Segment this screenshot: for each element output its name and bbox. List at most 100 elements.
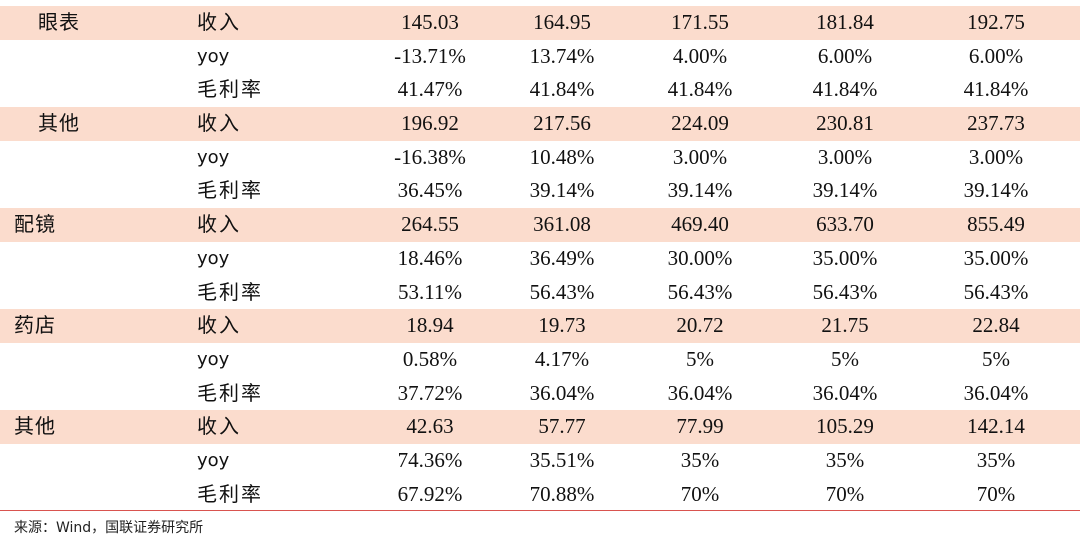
value-cell: 142.14 — [967, 414, 1025, 439]
metric-label: 毛利率 — [197, 77, 263, 102]
value-cell: 70% — [976, 481, 1016, 506]
value-cell: 53.11% — [398, 279, 462, 304]
metric-label: yoy — [197, 247, 230, 269]
value-cell: 224.09 — [671, 111, 729, 136]
value-cell: 6.00% — [968, 43, 1024, 68]
source-note: 来源：Wind，国联证券研究所 — [14, 520, 204, 536]
metric-label: yoy — [197, 449, 230, 471]
value-cell: 633.70 — [816, 212, 874, 237]
value-cell: 67.92% — [397, 481, 463, 506]
metric-label: 毛利率 — [197, 178, 263, 203]
value-cell: 36.49% — [529, 245, 595, 270]
value-cell: 36.04% — [963, 380, 1029, 405]
value-cell: 171.55 — [671, 10, 729, 34]
value-cell: 13.74% — [529, 43, 595, 68]
value-cell: 5% — [686, 346, 714, 371]
value-cell: 35.00% — [963, 245, 1029, 270]
value-cell: 41.84% — [667, 77, 733, 102]
value-cell: 70% — [825, 481, 865, 506]
table-bottom-rule — [0, 510, 1080, 511]
metric-label: yoy — [197, 348, 230, 370]
value-cell: 469.40 — [671, 212, 729, 237]
value-cell: 0.58% — [402, 346, 458, 371]
value-cell: 35.00% — [812, 245, 878, 270]
table-row: 眼表 收入 145.03 164.95 171.55 181.84 192.75 — [0, 6, 1080, 40]
value-cell: 36.04% — [667, 380, 733, 405]
value-cell: 70% — [680, 481, 720, 506]
value-cell: 41.84% — [963, 77, 1029, 102]
metric-label: 收入 — [197, 111, 241, 136]
value-cell: 36.04% — [812, 380, 878, 405]
value-cell: 217.56 — [533, 111, 591, 136]
table-row: yoy -13.71% 13.74% 4.00% 6.00% 6.00% — [0, 40, 1080, 74]
value-cell: 36.04% — [529, 380, 595, 405]
table-row: 配镜 收入 264.55 361.08 469.40 633.70 855.49 — [0, 208, 1080, 242]
value-cell: 18.46% — [397, 245, 463, 270]
value-cell: 18.94 — [406, 313, 454, 338]
value-cell: 21.75 — [821, 313, 869, 338]
value-cell: 10.48% — [529, 144, 595, 169]
table-row: 毛利率 36.45% 39.14% 39.14% 39.14% 39.14% — [0, 174, 1080, 208]
value-cell: 5% — [982, 346, 1010, 371]
table-row: 毛利率 37.72% 36.04% 36.04% 36.04% 36.04% — [0, 377, 1080, 411]
value-cell: 56.43% — [812, 279, 878, 304]
value-cell: 237.73 — [967, 111, 1025, 136]
value-cell: 855.49 — [967, 212, 1025, 237]
value-cell: 37.72% — [397, 380, 463, 405]
value-cell: 181.84 — [816, 10, 874, 34]
segment-label: 其他 — [38, 111, 80, 136]
value-cell: 3.00% — [672, 144, 728, 169]
metric-label: 收入 — [197, 313, 241, 338]
value-cell: 42.63 — [406, 414, 454, 439]
value-cell: 20.72 — [676, 313, 724, 338]
value-cell: 164.95 — [533, 10, 591, 34]
value-cell: 3.00% — [817, 144, 873, 169]
segment-label: 其他 — [14, 414, 56, 439]
table-row: 其他 收入 42.63 57.77 77.99 105.29 142.14 — [0, 410, 1080, 444]
value-cell: 361.08 — [533, 212, 591, 237]
value-cell: 70.88% — [529, 481, 595, 506]
value-cell: 230.81 — [816, 111, 874, 136]
table-row: 毛利率 53.11% 56.43% 56.43% 56.43% 56.43% — [0, 276, 1080, 310]
value-cell: 56.43% — [667, 279, 733, 304]
value-cell: 36.45% — [397, 178, 463, 203]
value-cell: 35% — [976, 447, 1016, 472]
value-cell: 41.84% — [812, 77, 878, 102]
value-cell: 30.00% — [667, 245, 733, 270]
segment-label: 配镜 — [14, 212, 56, 237]
table-row: 毛利率 67.92% 70.88% 70% 70% 70% — [0, 478, 1080, 512]
value-cell: 5% — [831, 346, 859, 371]
metric-label: 毛利率 — [197, 380, 263, 405]
metric-label: yoy — [197, 146, 230, 168]
metric-label: yoy — [197, 45, 230, 67]
value-cell: 35.51% — [529, 447, 595, 472]
table-row: yoy 74.36% 35.51% 35% 35% 35% — [0, 444, 1080, 478]
value-cell: 77.99 — [676, 414, 724, 439]
value-cell: 41.84% — [529, 77, 595, 102]
segment-label: 眼表 — [38, 10, 80, 34]
value-cell: 4.17% — [534, 346, 590, 371]
value-cell: 6.00% — [817, 43, 873, 68]
table-row: yoy 0.58% 4.17% 5% 5% 5% — [0, 343, 1080, 377]
value-cell: 74.36% — [397, 447, 463, 472]
value-cell: 56.43% — [963, 279, 1029, 304]
value-cell: 39.14% — [667, 178, 733, 203]
value-cell: 192.75 — [967, 10, 1025, 34]
value-cell: 39.14% — [529, 178, 595, 203]
metric-label: 收入 — [197, 414, 241, 439]
value-cell: 57.77 — [538, 414, 586, 439]
value-cell: 22.84 — [972, 313, 1020, 338]
value-cell: 3.00% — [968, 144, 1024, 169]
metric-label: 收入 — [197, 10, 241, 34]
value-cell: 39.14% — [812, 178, 878, 203]
value-cell: 56.43% — [529, 279, 595, 304]
metric-label: 收入 — [197, 212, 241, 237]
metric-label: 毛利率 — [197, 279, 263, 304]
table-row: 其他 收入 196.92 217.56 224.09 230.81 237.73 — [0, 107, 1080, 141]
value-cell: 4.00% — [672, 43, 728, 68]
table-row: yoy -16.38% 10.48% 3.00% 3.00% 3.00% — [0, 141, 1080, 175]
value-cell: 145.03 — [401, 10, 459, 34]
value-cell: 41.47% — [397, 77, 463, 102]
value-cell: 105.29 — [816, 414, 874, 439]
segment-label: 药店 — [14, 313, 56, 338]
